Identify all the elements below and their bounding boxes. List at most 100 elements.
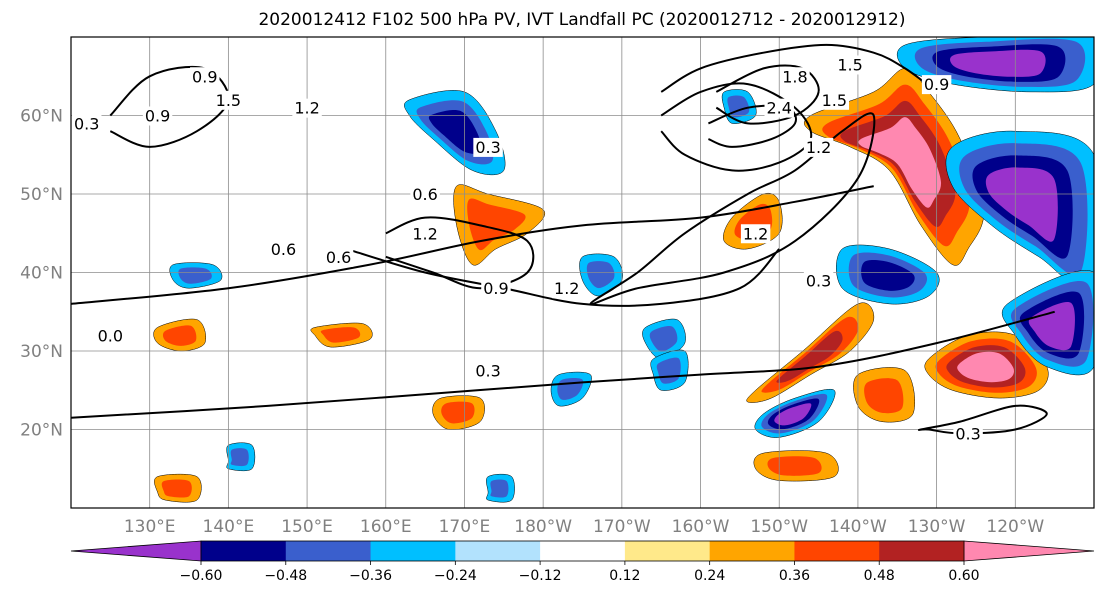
graticule bbox=[71, 37, 1094, 508]
pv-fill-small-pacific-negative-1 bbox=[586, 261, 615, 289]
lon-tick-label: 160°W bbox=[672, 517, 730, 537]
colorbar-tick-label: 0.12 bbox=[609, 568, 640, 584]
colorbar-extend-high bbox=[963, 540, 1095, 562]
pv-fill-pacific-northwest-negative-3 bbox=[985, 167, 1058, 242]
colorbar-segment bbox=[709, 541, 795, 561]
contour-label: 0.9 bbox=[192, 67, 217, 86]
contour-line-1p5 bbox=[660, 43, 938, 93]
contour-label-bg bbox=[213, 90, 244, 110]
lon-tick-label: 130°W bbox=[908, 517, 966, 537]
shaded-feature-tropical-22n-positive bbox=[432, 395, 485, 431]
pv-fill-small-33n-negative-1 bbox=[649, 326, 678, 352]
colorbar-tick-label: 0.24 bbox=[694, 568, 725, 584]
pv-fill-tropical-22n-positive-1 bbox=[441, 401, 475, 424]
contour-label: 0.3 bbox=[74, 114, 99, 133]
contour-label: 0.3 bbox=[475, 362, 500, 381]
lon-tick-label: 140°W bbox=[829, 517, 887, 537]
contour-line-1p8 bbox=[715, 64, 820, 125]
shaded-feature-japan-negative bbox=[169, 262, 223, 289]
lon-tick-label: 180°W bbox=[514, 517, 572, 537]
contour-line-1p2 bbox=[385, 216, 535, 290]
contour-label-bg bbox=[764, 98, 794, 118]
colorbar-tick-label: 0.36 bbox=[779, 568, 810, 584]
colorbar-tick-label: 0.60 bbox=[948, 568, 979, 584]
lon-tick-label: 150°W bbox=[750, 517, 808, 537]
contour-label-bg bbox=[142, 106, 173, 126]
shaded-feature-small-12n-positive bbox=[154, 473, 202, 503]
longitude-axis-labels: 130°E 140°E 150°E 160°E 170°E 180°W 170°W 160°W… bbox=[124, 517, 1045, 537]
lon-tick-label: 140°E bbox=[203, 517, 255, 537]
contour-line-0p3 bbox=[917, 404, 1048, 435]
pv-fill-california-coast-negative-3 bbox=[1028, 302, 1076, 351]
pv-fill-tropical-15n-positive-1 bbox=[767, 456, 822, 476]
lat-tick-label: 20°N bbox=[20, 421, 63, 441]
contour-label: 0.6 bbox=[412, 185, 437, 204]
lat-tick-label: 30°N bbox=[20, 342, 63, 362]
pv-fill-japan-negative-1 bbox=[178, 267, 212, 284]
colorbar: −0.60 −0.48 −0.36 −0.24 −0.12 0.12 0.24 0.36 0.4… bbox=[70, 540, 1095, 584]
contour-label-bg bbox=[190, 67, 220, 87]
contour-label: 1.2 bbox=[294, 99, 319, 118]
shaded-feature-small-25n-negative bbox=[550, 371, 592, 407]
contour-label-bg bbox=[410, 224, 440, 244]
contour-label: 0.6 bbox=[271, 240, 296, 259]
pv-fill-ne-pacific-30n-positive-3 bbox=[957, 351, 1015, 383]
pv-fill-hawaii-negative-3 bbox=[774, 403, 812, 426]
shaded-feature-alaska-coast-positive bbox=[804, 68, 985, 266]
contour-label: 0.9 bbox=[483, 279, 508, 298]
contour-label: 0.6 bbox=[326, 248, 351, 267]
contour-label: 1.5 bbox=[822, 91, 847, 110]
contour-line-1p2 bbox=[589, 112, 876, 306]
shaded-feature-central-pacific-40n-negative bbox=[836, 244, 940, 305]
shaded-feature-ne-pacific-30n-positive bbox=[924, 331, 1049, 399]
contour-label: 1.2 bbox=[806, 138, 831, 157]
contour-label-bg bbox=[95, 326, 126, 346]
shaded-feature-central-pacific-45n-positive bbox=[453, 184, 545, 266]
colorbar-segment bbox=[370, 541, 456, 561]
lat-tick-label: 50°N bbox=[20, 185, 63, 205]
contour-label-bg bbox=[72, 114, 102, 134]
contour-label: 0.3 bbox=[475, 138, 500, 157]
colorbar-tick-label: −0.24 bbox=[434, 568, 477, 584]
lon-tick-label: 150°E bbox=[281, 517, 333, 537]
colorbar-tick-label: −0.12 bbox=[519, 568, 562, 584]
map-frame bbox=[70, 36, 1095, 509]
pv-fill-kamchatka-negative-2 bbox=[428, 109, 482, 154]
colorbar-segment bbox=[285, 541, 372, 561]
contour-label: 1.5 bbox=[837, 55, 862, 74]
contour-label-bg bbox=[803, 137, 834, 157]
contour-label-bg bbox=[803, 271, 834, 291]
pv-fill-small-13n-negative-1 bbox=[490, 479, 509, 498]
colorbar-segment bbox=[201, 541, 287, 561]
lon-tick-label: 130°E bbox=[124, 517, 176, 537]
lon-tick-label: 160°E bbox=[360, 517, 412, 537]
contour-label-bg bbox=[292, 98, 322, 118]
shaded-feature-small-13n-negative bbox=[486, 473, 515, 503]
pv-fill-southern-gulf-positive-1 bbox=[864, 378, 904, 414]
contour-label: 1.2 bbox=[412, 224, 437, 243]
latitude-axis-labels: 20°N 30°N 40°N 50°N 60°N bbox=[20, 107, 63, 441]
colorbar-tick-label: −0.48 bbox=[264, 568, 307, 584]
lon-tick-label: 170°W bbox=[593, 517, 651, 537]
colorbar-tick-label: −0.60 bbox=[180, 568, 223, 584]
contour-label: 0.9 bbox=[924, 75, 949, 94]
shaded-feature-small-33n-negative bbox=[642, 318, 686, 360]
contour-label-bg bbox=[268, 239, 299, 259]
contour-label-bg bbox=[953, 424, 983, 444]
colorbar-segment bbox=[455, 541, 541, 561]
pv-fill-west-pacific-southern-japan-positive-1 bbox=[162, 325, 197, 346]
contour-label-bg bbox=[481, 279, 511, 299]
colorbar-extend-low bbox=[70, 540, 202, 562]
colorbar-tick-label: −0.36 bbox=[349, 568, 392, 584]
colorbar-frame bbox=[200, 540, 965, 562]
pv-fill-alaska-north-negative-3 bbox=[950, 49, 1046, 77]
pv-fill-alaska-coast-positive-3 bbox=[858, 117, 942, 208]
contour-label-bg bbox=[819, 90, 850, 110]
contour-label: 1.8 bbox=[782, 67, 807, 86]
map-plot-area: 0.9 1.5 0.9 1.2 0.3 0.3 0.6 1.2 0.6 0.9 1.2 0.3 1.8 2… bbox=[71, 37, 1094, 508]
contour-label: 0.9 bbox=[145, 107, 170, 126]
lon-tick-label: 170°E bbox=[439, 517, 491, 537]
shaded-feature-pacific-northwest-negative bbox=[945, 130, 1094, 293]
shaded-feature-southern-gulf-positive bbox=[853, 367, 915, 423]
shaded-feature-small-17n-negative bbox=[226, 442, 256, 472]
